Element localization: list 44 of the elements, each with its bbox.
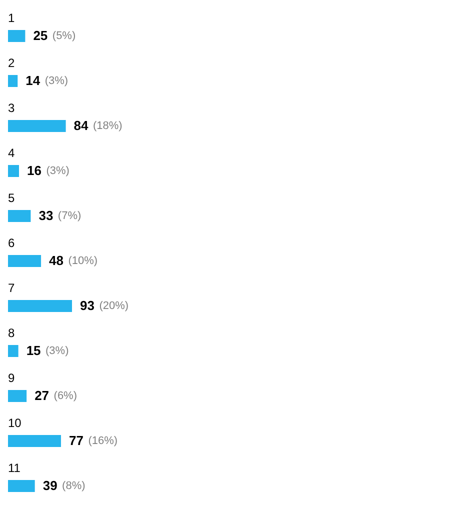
data-label: 16 — [27, 163, 42, 178]
y-tick-label: 3 — [8, 101, 15, 115]
data-label: 48 — [49, 253, 64, 268]
y-tick-label: 11 — [8, 461, 21, 475]
y-tick-label: 7 — [8, 281, 15, 295]
y-tick-label: 1 — [8, 11, 15, 25]
annotation: (8%) — [62, 480, 86, 492]
data-label: 84 — [74, 118, 90, 133]
y-tick-label: 4 — [8, 146, 15, 160]
bar — [8, 345, 18, 357]
data-label: 39 — [42, 478, 58, 493]
bar — [8, 75, 18, 87]
data-label: 33 — [38, 208, 54, 223]
annotation: (3%) — [44, 75, 68, 87]
annotation: (5%) — [52, 30, 76, 42]
bar — [8, 480, 35, 492]
bar — [8, 435, 61, 447]
data-label: 27 — [34, 388, 50, 403]
bar — [8, 255, 42, 267]
annotation: (16%) — [88, 435, 118, 447]
annotation: (10%) — [68, 255, 98, 267]
y-tick-label: 9 — [8, 371, 15, 385]
annotation: (3%) — [46, 165, 70, 177]
data-label: 93 — [80, 298, 94, 313]
data-label: 77 — [68, 433, 84, 448]
bar — [8, 165, 20, 177]
y-tick-label: 6 — [8, 236, 15, 250]
bar — [8, 300, 72, 312]
bar — [8, 120, 66, 132]
y-tick-label: 2 — [8, 56, 15, 70]
y-tick-label: 8 — [8, 326, 15, 340]
annotation: (7%) — [58, 210, 82, 222]
annotation: (20%) — [99, 300, 129, 312]
annotation: (3%) — [46, 345, 69, 357]
data-label: 25 — [33, 28, 48, 43]
data-label: 15 — [26, 343, 41, 358]
annotation: (6%) — [54, 390, 78, 402]
bar — [8, 210, 31, 222]
annotation: (18%) — [93, 120, 122, 132]
y-tick-label: 5 — [8, 191, 15, 205]
y-tick-label: 10 — [8, 416, 22, 430]
data-label: 14 — [26, 73, 41, 88]
bar — [8, 390, 27, 402]
bar — [8, 30, 26, 42]
